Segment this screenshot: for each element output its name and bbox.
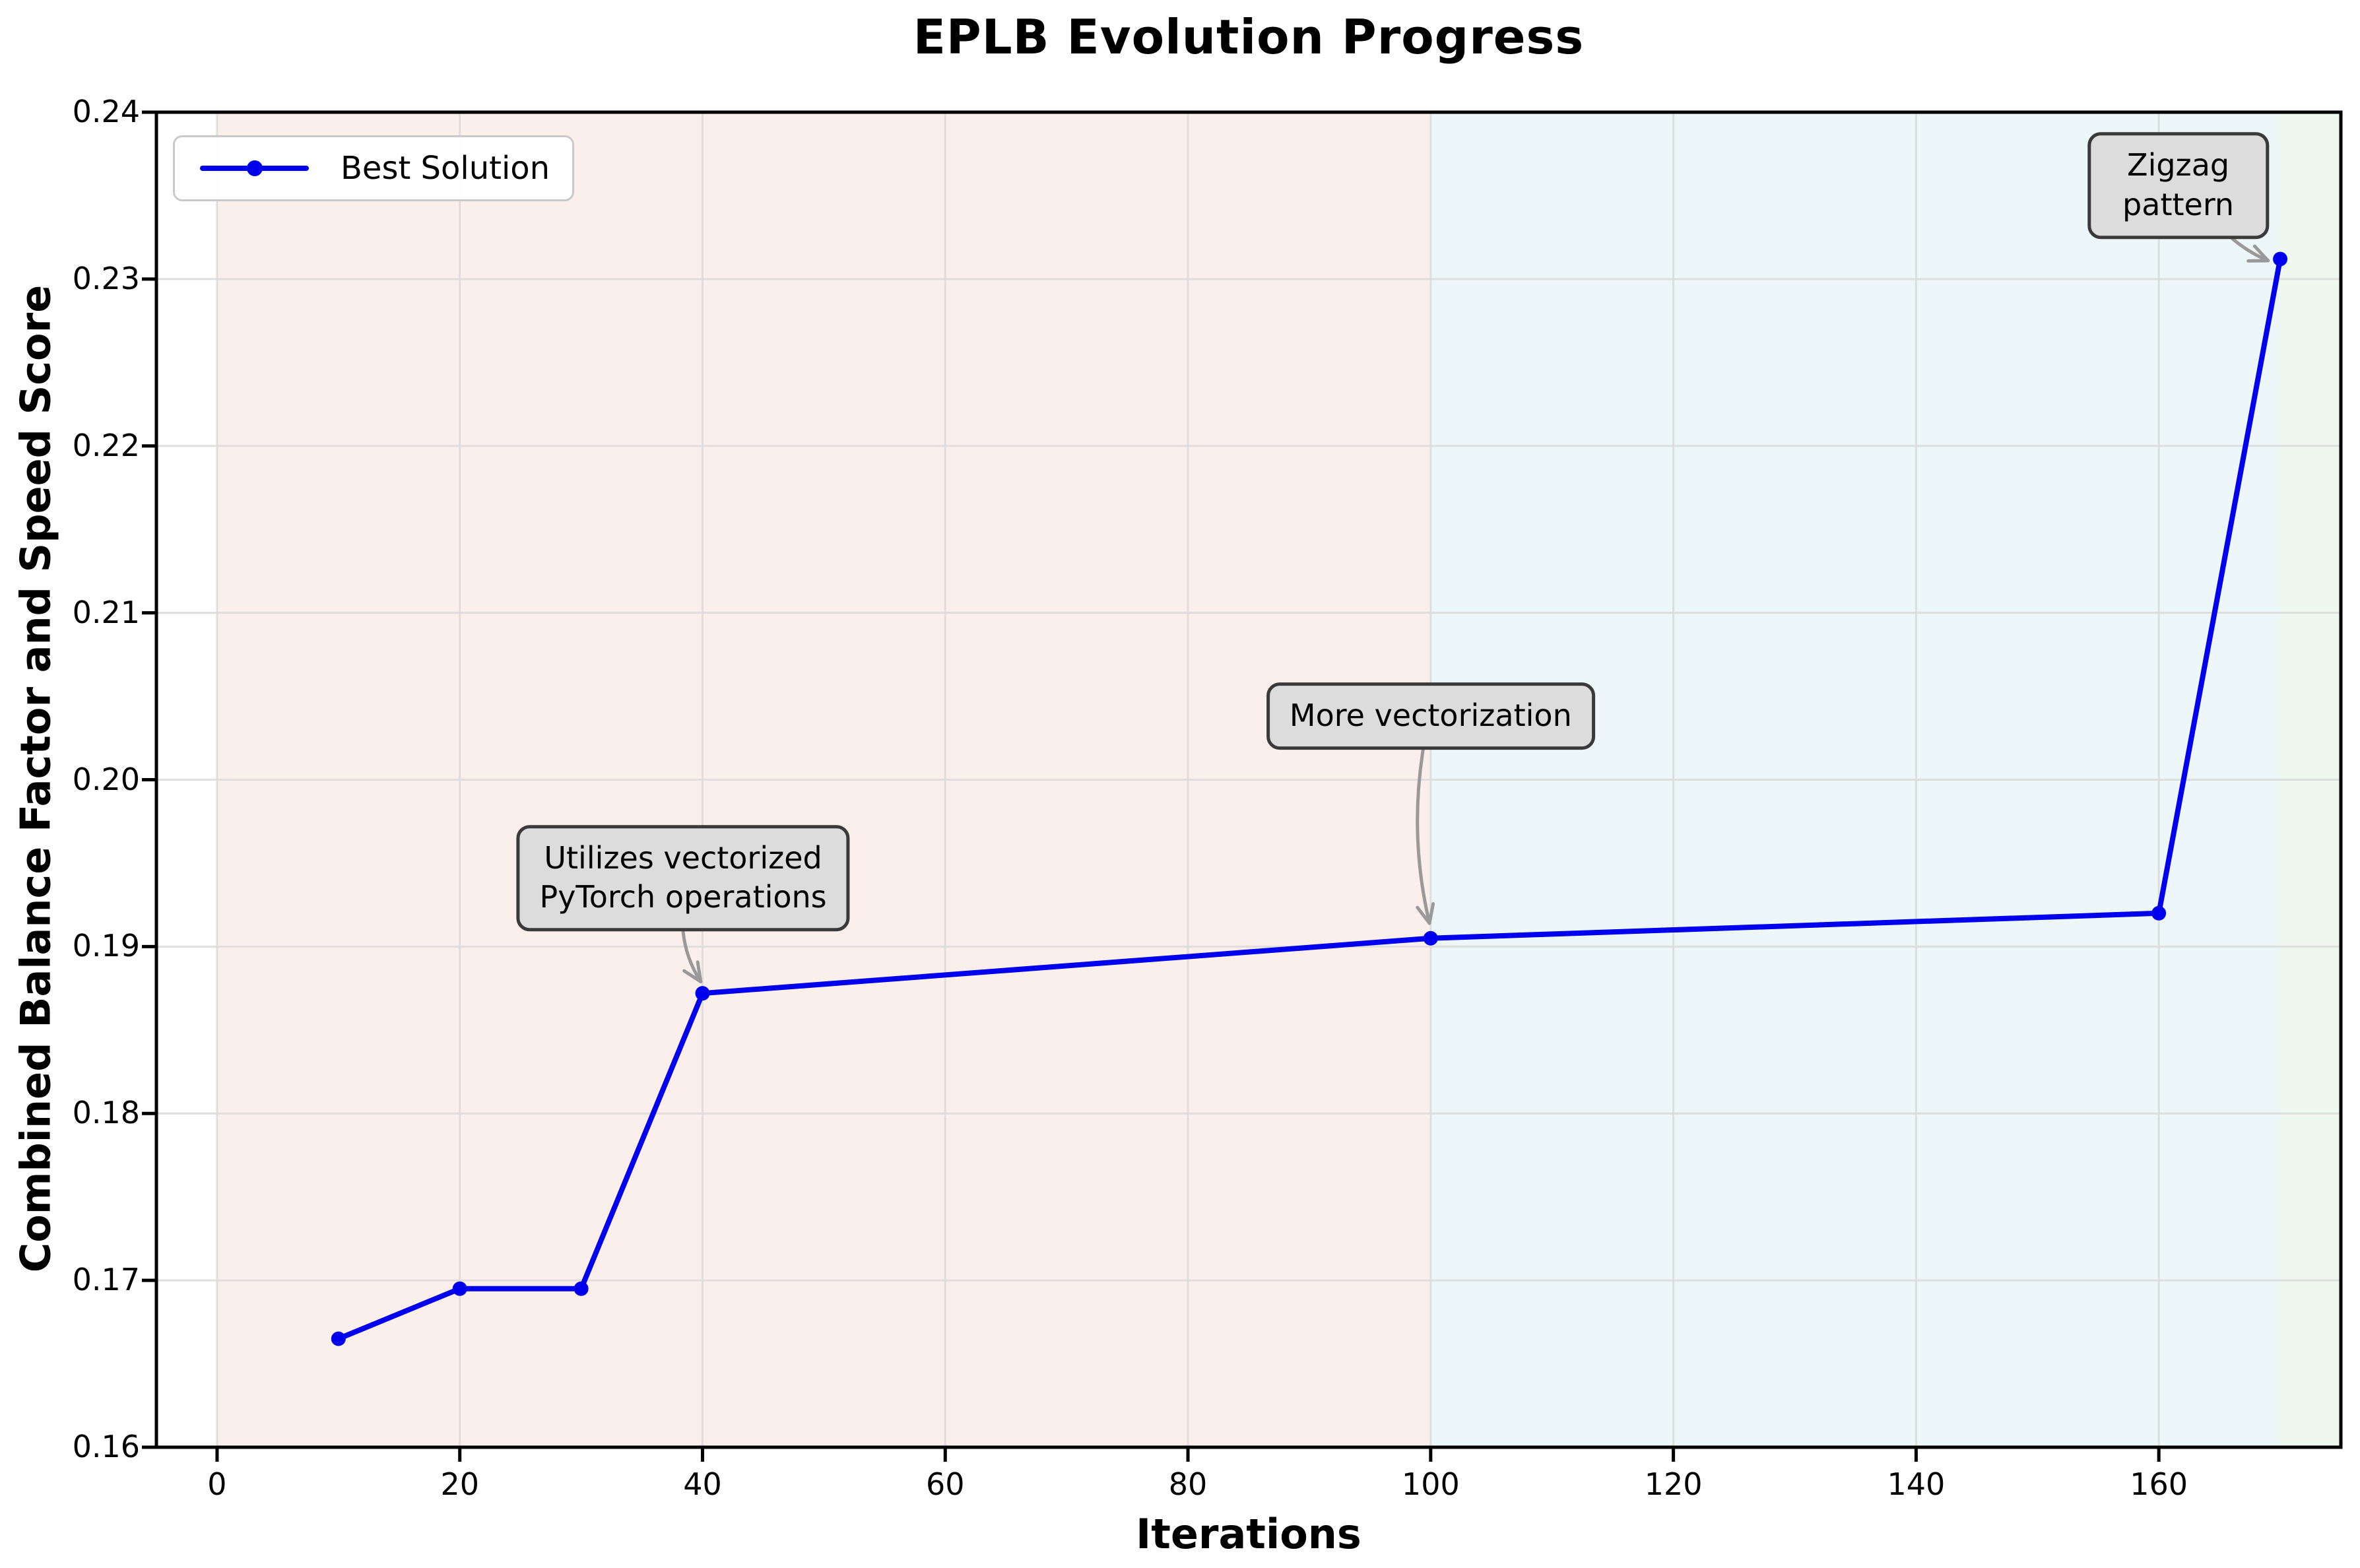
x-tick-label: 0 bbox=[207, 1466, 227, 1502]
data-point bbox=[2273, 251, 2288, 267]
legend-marker-dot bbox=[246, 160, 263, 176]
x-tick-label: 120 bbox=[1644, 1466, 1703, 1502]
annotation-arrow bbox=[681, 930, 703, 983]
annotation-arrowhead bbox=[1427, 902, 1435, 925]
y-tick-label: 0.22 bbox=[72, 427, 140, 463]
annotation-zigzag-pattern: Zigzag pattern bbox=[2087, 132, 2270, 240]
x-tick-label: 100 bbox=[1401, 1466, 1460, 1502]
data-point bbox=[2151, 905, 2167, 921]
axes-spines bbox=[154, 110, 2343, 1449]
annotation-arrowhead bbox=[696, 960, 703, 983]
x-tick-label: 160 bbox=[2130, 1466, 2188, 1502]
y-tick-label: 0.20 bbox=[72, 761, 140, 797]
chart-title: EPLB Evolution Progress bbox=[913, 9, 1585, 65]
y-tick-label: 0.23 bbox=[72, 260, 140, 296]
annotation-arrowhead bbox=[2252, 244, 2270, 263]
x-axis-label: Iterations bbox=[1136, 1510, 1361, 1558]
annotation-more-vectorization: More vectorization bbox=[1266, 682, 1595, 750]
data-point bbox=[1423, 931, 1438, 946]
x-tick-label: 60 bbox=[925, 1466, 965, 1502]
y-tick-label: 0.16 bbox=[72, 1429, 140, 1464]
y-tick-label: 0.17 bbox=[72, 1262, 140, 1298]
x-tick-label: 80 bbox=[1168, 1466, 1208, 1502]
annotation-arrowhead bbox=[1416, 905, 1431, 925]
y-tick-label: 0.19 bbox=[72, 928, 140, 964]
data-point bbox=[695, 986, 710, 1001]
legend-label: Best Solution bbox=[341, 150, 550, 187]
y-tick-label: 0.21 bbox=[72, 594, 140, 630]
data-point bbox=[452, 1281, 467, 1296]
legend: Best Solution bbox=[173, 135, 574, 201]
y-tick-label: 0.18 bbox=[72, 1095, 140, 1131]
annotation-vectorized-pytorch: Utilizes vectorized PyTorch operations bbox=[516, 824, 850, 932]
legend-line-sample bbox=[200, 160, 309, 176]
annotation-arrow bbox=[1416, 746, 1431, 925]
annotation-arrowhead bbox=[682, 969, 703, 983]
data-point bbox=[331, 1331, 346, 1346]
x-tick-label: 40 bbox=[683, 1466, 722, 1502]
y-tick-label: 0.24 bbox=[72, 94, 140, 129]
x-tick-label: 20 bbox=[440, 1466, 479, 1502]
x-tick-label: 140 bbox=[1887, 1466, 1946, 1502]
data-point bbox=[574, 1281, 589, 1296]
